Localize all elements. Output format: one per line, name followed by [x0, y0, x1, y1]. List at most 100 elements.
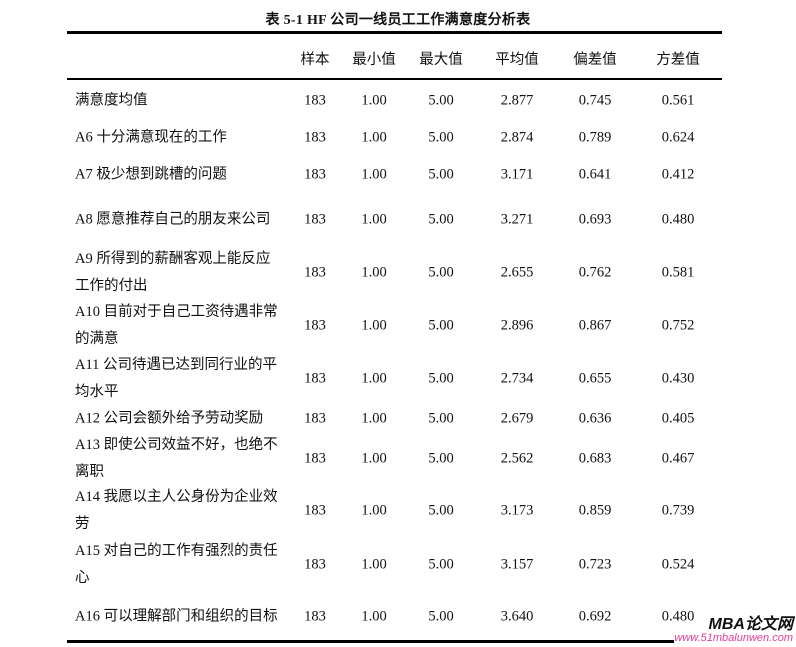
table-row: A6 十分满意现在的工作 183 1.00 5.00 2.874 0.789 0.624 [67, 119, 722, 156]
cell-1: 1.00 [361, 317, 387, 333]
cell-3: 2.734 [500, 370, 534, 386]
row-label: A10 目前对于自己工资待遇非常的满意 [75, 303, 278, 347]
column-header: 样本 [300, 52, 330, 68]
table-row: A15 对自己的工作有强烈的责任心 183 1.00 5.00 3.157 0.723 0.… [67, 538, 722, 591]
cell-5: 0.524 [661, 556, 695, 572]
cell-3: 3.171 [500, 166, 534, 182]
cell-2: 5.00 [428, 211, 454, 228]
table-title: 表 5-1 HF 公司一线员工工作满意度分析表 [265, 13, 531, 28]
cell-0: 183 [304, 92, 326, 109]
cell-4: 0.683 [578, 450, 612, 466]
cell-0: 183 [304, 317, 326, 333]
cell-3: 2.874 [500, 129, 534, 145]
cell-0: 183 [304, 264, 326, 281]
cell-2: 5.00 [428, 92, 454, 109]
row-label: A8 愿意推荐自己的朋友来公司 [75, 211, 271, 228]
row-label: A16 可以理解部门和组织的目标 [75, 608, 278, 625]
cell-1: 1.00 [361, 129, 387, 145]
cell-1: 1.00 [361, 410, 387, 427]
row-label: A14 我愿以主人公身份为企业效劳 [75, 489, 278, 532]
cell-2: 5.00 [428, 370, 454, 386]
table-row: A12 公司会额外给予劳动奖励 183 1.00 5.00 2.679 0.636 0.40… [67, 405, 722, 433]
cell-4: 0.723 [578, 556, 612, 572]
cell-3: 3.173 [500, 502, 534, 519]
cell-3: 3.157 [500, 556, 534, 572]
column-header: 方差值 [656, 52, 700, 68]
row-label: A11 公司待遇已达到同行业的平均水平 [75, 356, 278, 400]
row-label: 满意度均值 [75, 92, 148, 109]
cell-3: 2.562 [500, 450, 534, 466]
column-header: 平均值 [495, 52, 539, 68]
cell-5: 0.561 [661, 92, 695, 109]
cell-2: 5.00 [428, 166, 454, 182]
cell-3: 2.877 [500, 92, 534, 109]
table-bottom-rule [67, 640, 722, 643]
watermark-url: www.51mbalunwen.com [674, 632, 793, 644]
cell-3: 3.640 [500, 608, 534, 625]
cell-4: 0.867 [578, 317, 612, 333]
cell-4: 0.789 [578, 129, 612, 145]
cell-4: 0.762 [578, 264, 612, 281]
cell-4: 0.641 [578, 166, 612, 182]
table-row: A7 极少想到跳槽的问题 183 1.00 5.00 3.171 0.641 0.412 [67, 156, 722, 193]
table-row: A11 公司待遇已达到同行业的平均水平 183 1.00 5.00 2.734 0.655… [67, 352, 722, 405]
cell-2: 5.00 [428, 502, 454, 519]
cell-4: 0.692 [578, 608, 612, 625]
table-row: 满意度均值 183 1.00 5.00 2.877 0.745 0.561 [67, 83, 722, 119]
cell-5: 0.480 [661, 608, 695, 625]
cell-5: 0.581 [661, 264, 695, 281]
cell-0: 183 [304, 502, 326, 519]
cell-0: 183 [304, 370, 326, 386]
column-header: 偏差值 [573, 52, 617, 68]
cell-4: 0.636 [578, 410, 612, 427]
cell-3: 2.896 [500, 317, 534, 333]
cell-4: 0.693 [578, 211, 612, 228]
cell-0: 183 [304, 166, 326, 182]
cell-2: 5.00 [428, 556, 454, 572]
cell-0: 183 [304, 410, 326, 427]
cell-5: 0.430 [661, 370, 695, 386]
cell-3: 2.679 [500, 410, 534, 427]
table-top-rule [67, 31, 722, 34]
row-label: A12 公司会额外给予劳动奖励 [75, 410, 264, 427]
cell-5: 0.624 [661, 129, 695, 145]
table-row: A8 愿意推荐自己的朋友来公司 183 1.00 5.00 3.271 0.693 0.48… [67, 193, 722, 247]
watermark-brand: MBA论文网 [708, 616, 793, 633]
cell-0: 183 [304, 129, 326, 145]
cell-1: 1.00 [361, 608, 387, 625]
cell-5: 0.405 [661, 410, 695, 427]
cell-3: 2.655 [500, 264, 534, 281]
table-row: A10 目前对于自己工资待遇非常的满意 183 1.00 5.00 2.896 0.867… [67, 299, 722, 352]
cell-2: 5.00 [428, 264, 454, 281]
cell-4: 0.655 [578, 370, 612, 386]
cell-2: 5.00 [428, 608, 454, 625]
cell-4: 0.859 [578, 502, 612, 519]
cell-1: 1.00 [361, 370, 387, 386]
cell-1: 1.00 [361, 211, 387, 228]
table-row: A13 即使公司效益不好，也绝不离职 183 1.00 5.00 2.562 0.683 0… [67, 433, 722, 484]
column-header: 最大值 [419, 52, 463, 68]
cell-0: 183 [304, 556, 326, 572]
row-label: A13 即使公司效益不好，也绝不离职 [75, 436, 278, 480]
table-row: A16 可以理解部门和组织的目标 183 1.00 5.00 3.640 0.692 0.4… [67, 591, 722, 643]
column-header: 最小值 [352, 52, 396, 68]
cell-5: 0.739 [661, 502, 695, 519]
cell-5: 0.480 [661, 211, 695, 228]
cell-0: 183 [304, 211, 326, 228]
cell-5: 0.752 [661, 317, 695, 333]
table-row: A9 所得到的薪酬客观上能反应工作的付出 183 1.00 5.00 2.655 0.76… [67, 247, 722, 299]
cell-2: 5.00 [428, 450, 454, 466]
cell-5: 0.467 [661, 450, 695, 466]
row-label: A7 极少想到跳槽的问题 [75, 166, 227, 182]
cell-5: 0.412 [661, 166, 695, 182]
table-row: A14 我愿以主人公身份为企业效劳 183 1.00 5.00 3.173 0.859 0.… [67, 484, 722, 538]
table-header-rule [67, 78, 722, 80]
cell-1: 1.00 [361, 556, 387, 572]
cell-1: 1.00 [361, 166, 387, 182]
cell-2: 5.00 [428, 317, 454, 333]
row-label: A15 对自己的工作有强烈的责任心 [75, 542, 278, 586]
cell-4: 0.745 [578, 92, 612, 109]
cell-1: 1.00 [361, 450, 387, 466]
cell-1: 1.00 [361, 264, 387, 281]
cell-2: 5.00 [428, 410, 454, 427]
